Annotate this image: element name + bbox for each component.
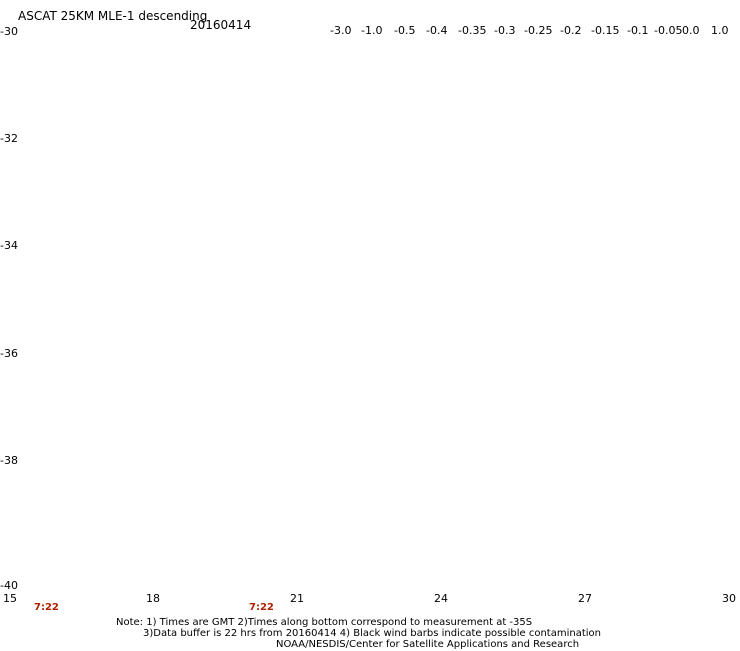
note-line: Note: 1) Times are GMT 2)Times along bot…	[116, 617, 533, 628]
map-frame	[7, 31, 733, 591]
colorbar-tick: -0.4	[426, 24, 448, 37]
colorbar-segment	[429, 6, 460, 20]
colorbar-segment	[371, 6, 401, 20]
lon-gridlines	[151, 32, 585, 590]
note-line: 3)Data buffer is 22 hrs from 20160414 4)…	[143, 628, 601, 639]
colorbar-tick: -0.1	[627, 24, 649, 37]
lon-label: 27	[578, 592, 592, 605]
green-patch	[82, 166, 142, 214]
colorbar-tick: -1.0	[361, 24, 383, 37]
blue-north	[64, 172, 180, 232]
yellow-patch	[55, 500, 205, 610]
colorbar-tick: 1.0	[711, 24, 729, 37]
colorbar-segment	[517, 6, 548, 20]
colorbar-segment	[605, 6, 635, 20]
blue-core	[60, 236, 350, 318]
green-patch	[200, 360, 320, 440]
map-date: 20160414	[190, 18, 252, 32]
colorbar-tick: -3.0	[330, 24, 352, 37]
east-swath	[652, 232, 732, 590]
lat-label: -32	[0, 132, 18, 145]
colorbar-segment	[575, 6, 606, 20]
green-patch	[0, 420, 120, 580]
lon-label: 30	[722, 592, 736, 605]
green-patch	[0, 340, 180, 460]
west-swath	[8, 48, 350, 590]
colorbar-tick: 0.0	[682, 24, 700, 37]
coastline	[111, 33, 733, 291]
colorbar-tick: -0.5	[394, 24, 416, 37]
blue-northernmost	[98, 48, 150, 90]
blue-band	[20, 196, 350, 340]
cyan-patch	[130, 370, 230, 470]
time-label: 7:22	[249, 602, 274, 613]
lon-label: 15	[3, 592, 17, 605]
colorbar-tick: -0.35	[458, 24, 487, 37]
lat-label: -30	[0, 25, 18, 38]
colorbar-segment	[458, 6, 489, 20]
colorbar-border	[341, 5, 723, 21]
colorbar-tick: -0.2	[560, 24, 582, 37]
lon-label: 24	[434, 592, 448, 605]
lat-label: -40	[0, 579, 18, 592]
green-patch	[170, 440, 270, 560]
lon-label: 18	[146, 592, 160, 605]
map-title: ASCAT 25KM MLE-1 descending	[18, 9, 208, 23]
lat-label: -36	[0, 347, 18, 360]
colorbar-tick: -0.3	[494, 24, 516, 37]
colorbar-segment	[692, 6, 723, 20]
lat-label: -34	[0, 239, 18, 252]
islands	[234, 33, 530, 79]
note-line: NOAA/NESDIS/Center for Satellite Applica…	[276, 639, 580, 650]
colorbar-segment	[342, 6, 372, 20]
lon-label: 21	[290, 592, 304, 605]
colorbar-segment	[400, 6, 431, 20]
time-label: 7:22	[34, 602, 59, 613]
colorbar-tick: -0.25	[524, 24, 553, 37]
colorbar-segment	[663, 6, 694, 20]
colorbar-segment	[634, 6, 665, 20]
colorbar-segment	[546, 6, 577, 20]
green-patch	[64, 146, 96, 174]
colorbar-tick: -0.05	[654, 24, 683, 37]
lat-label: -38	[0, 454, 18, 467]
yellow-patch	[135, 455, 205, 535]
colorbar-segment	[488, 6, 518, 20]
lat-gridlines	[8, 31, 732, 465]
colorbar-tick: -0.15	[591, 24, 620, 37]
colorbar	[341, 5, 723, 21]
